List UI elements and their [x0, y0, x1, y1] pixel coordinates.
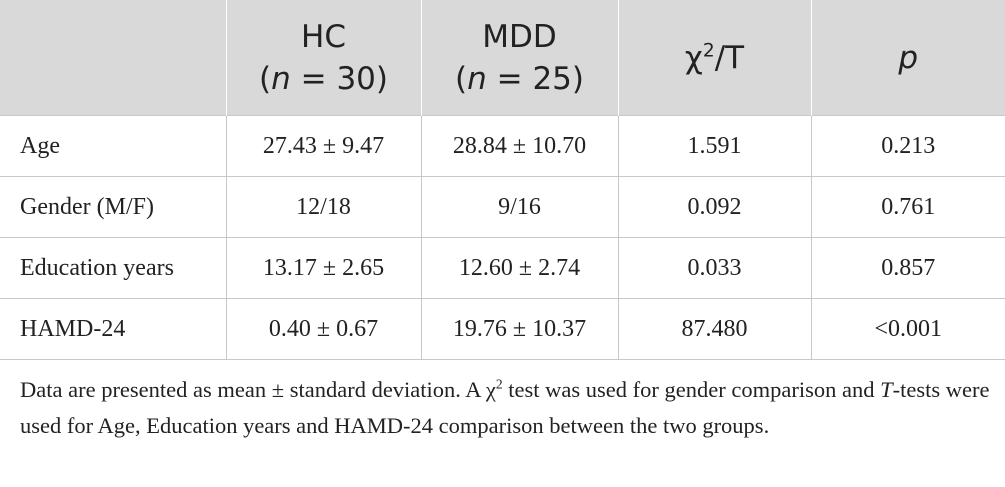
- header-mdd: MDD (n = 25): [420, 0, 618, 116]
- header-mdd-title: MDD: [482, 18, 557, 55]
- table-footnote: Data are presented as mean ± standard de…: [20, 372, 995, 444]
- header-hc-n-symbol: n: [271, 60, 291, 97]
- cell-hc: 12/18: [225, 176, 421, 238]
- row-label: HAMD-24: [0, 298, 226, 360]
- row-label: Education years: [0, 237, 226, 299]
- cell-mdd: 12.60 ± 2.74: [420, 237, 618, 299]
- row-label: Age: [0, 115, 226, 177]
- table-row-gender: Gender (M/F) 12/18 9/16 0.092 0.761: [0, 176, 1005, 238]
- cell-p: 0.761: [810, 176, 1005, 238]
- header-chi-rest: /T: [714, 39, 745, 76]
- header-hc: HC (n = 30): [225, 0, 421, 116]
- cell-stat: 1.591: [617, 115, 811, 177]
- header-p-label: p: [898, 39, 919, 76]
- header-hc-title: HC: [301, 18, 346, 55]
- footnote-t-italic: T: [880, 377, 893, 402]
- demographics-table-container: HC (n = 30) MDD (n = 25) χ2/T p Age 27.4…: [0, 0, 1005, 360]
- table-row-hamd: HAMD-24 0.40 ± 0.67 19.76 ± 10.37 87.480…: [0, 298, 1005, 360]
- header-chi-sup: 2: [702, 40, 715, 62]
- cell-p: <0.001: [810, 298, 1005, 360]
- demographics-table: HC (n = 30) MDD (n = 25) χ2/T p Age 27.4…: [0, 0, 1005, 360]
- footnote-part1: Data are presented as mean ± standard de…: [20, 377, 496, 402]
- header-mdd-n-symbol: n: [467, 60, 487, 97]
- header-p: p: [810, 0, 1005, 116]
- cell-p: 0.857: [810, 237, 1005, 299]
- header-mdd-n-value: = 25): [486, 60, 584, 97]
- header-hc-n-value: = 30): [290, 60, 388, 97]
- footnote-part3: -tests were used for Age, Education year…: [20, 377, 990, 438]
- cell-mdd: 28.84 ± 10.70: [420, 115, 618, 177]
- footnote-chi-sup: 2: [495, 376, 503, 392]
- footnote-part2: test was used for gender comparison and: [502, 377, 881, 402]
- header-chi: χ: [684, 39, 703, 76]
- header-statistic: χ2/T: [617, 0, 811, 116]
- table-row-age: Age 27.43 ± 9.47 28.84 ± 10.70 1.591 0.2…: [0, 115, 1005, 177]
- cell-stat: 0.033: [617, 237, 811, 299]
- header-empty: [0, 0, 226, 116]
- cell-hc: 13.17 ± 2.65: [225, 237, 421, 299]
- cell-hc: 0.40 ± 0.67: [225, 298, 421, 360]
- cell-stat: 0.092: [617, 176, 811, 238]
- cell-mdd: 19.76 ± 10.37: [420, 298, 618, 360]
- cell-stat: 87.480: [617, 298, 811, 360]
- row-label: Gender (M/F): [0, 176, 226, 238]
- cell-hc: 27.43 ± 9.47: [225, 115, 421, 177]
- cell-p: 0.213: [810, 115, 1005, 177]
- table-header-row: HC (n = 30) MDD (n = 25) χ2/T p: [0, 0, 1005, 116]
- cell-mdd: 9/16: [420, 176, 618, 238]
- table-row-education: Education years 13.17 ± 2.65 12.60 ± 2.7…: [0, 237, 1005, 299]
